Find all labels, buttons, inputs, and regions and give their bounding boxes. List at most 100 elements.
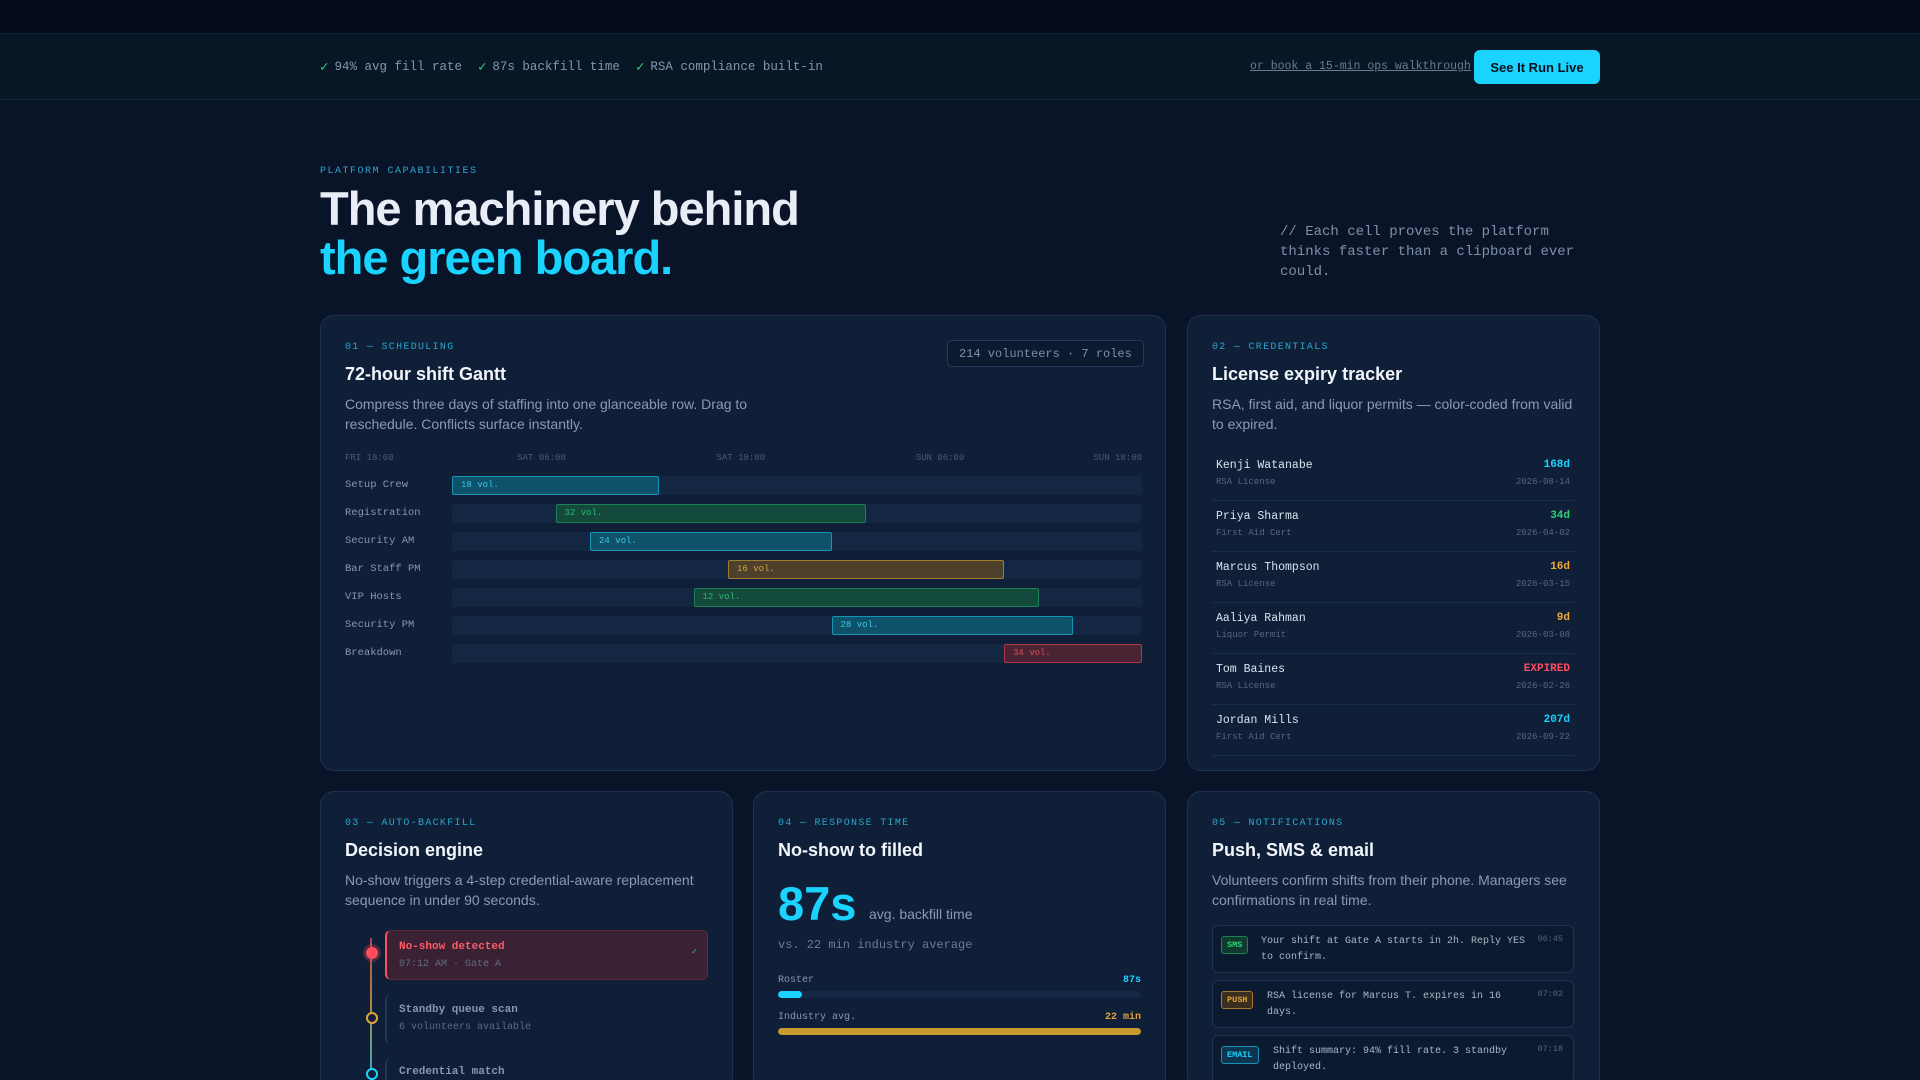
gantt-tick-label: SAT 18:00 bbox=[716, 453, 766, 463]
response-time-card: 04 — RESPONSE TIME No-show to filled 87s… bbox=[753, 791, 1166, 1080]
expiry-date: 2026-04-02 bbox=[1515, 528, 1570, 538]
gantt-role-label: Security AM bbox=[345, 535, 415, 547]
notification-item: EMAIL Shift summary: 94% fill rate. 3 st… bbox=[1212, 1035, 1574, 1080]
gantt-role-label: Bar Staff PM bbox=[345, 563, 421, 575]
comparison-bar-fill bbox=[778, 991, 802, 998]
sms-badge: SMS bbox=[1221, 936, 1249, 954]
gantt-shift-bar[interactable]: 28 vol. bbox=[831, 616, 1073, 635]
check-icon: ✓ bbox=[320, 59, 329, 76]
gantt-shift-bar[interactable]: 34 vol. bbox=[1004, 644, 1142, 663]
proof-point: ✓ 87s backfill time bbox=[477, 59, 620, 76]
bar-label: Industry avg. bbox=[778, 1012, 857, 1023]
proof-points: ✓ 94% avg fill rate ✓ 87s backfill time ✓ R… bbox=[320, 34, 823, 100]
gantt-track: 34 vol. bbox=[452, 644, 1142, 663]
check-icon: ✓ bbox=[477, 59, 487, 76]
license-row[interactable]: Tom Baines RSA License EXPIRED 2026-02-26 bbox=[1212, 654, 1574, 705]
gantt-time-axis: FRI 18:00 SAT 06:00 SAT 18:00 SUN 06:00 SUN … bbox=[345, 453, 1142, 465]
card-title: License expiry tracker bbox=[1212, 364, 1403, 384]
card-title: No-show to filled bbox=[778, 840, 923, 860]
proof-point: ✓ RSA compliance built-in bbox=[635, 59, 823, 76]
gantt-row: Setup Crew 18 vol. bbox=[345, 476, 1142, 495]
gantt-shift-bar[interactable]: 32 vol. bbox=[555, 504, 866, 523]
pending-dot-icon bbox=[366, 1012, 378, 1024]
license-holder-name: Marcus Thompson bbox=[1216, 561, 1320, 574]
license-type: RSA License bbox=[1216, 477, 1276, 487]
gantt-tick-label: SUN 18:00 bbox=[1093, 453, 1142, 463]
book-walkthrough-link[interactable]: or book a 15-min ops walkthrough bbox=[1250, 60, 1471, 73]
headline-line-2: the green board. bbox=[320, 231, 673, 284]
header-note: // Each cell proves the platform thinks … bbox=[1280, 224, 1575, 280]
gantt-shift-bar[interactable]: 24 vol. bbox=[590, 532, 832, 551]
card-eyebrow: 01 — SCHEDULING bbox=[345, 342, 455, 353]
gantt-shift-bar[interactable]: 16 vol. bbox=[728, 560, 1004, 579]
card-eyebrow: 04 — RESPONSE TIME bbox=[778, 818, 910, 829]
license-row[interactable]: Kenji Watanabe RSA License 168d 2026-08-14 bbox=[1212, 450, 1574, 501]
license-type: RSA License bbox=[1216, 579, 1276, 589]
timeline-connector bbox=[370, 938, 372, 1080]
card-description: No-show triggers a 4-step credential-awa… bbox=[345, 872, 694, 908]
notification-text: Shift summary: 94% fill rate. 3 standby … bbox=[1273, 1046, 1508, 1073]
volunteer-count-pill: 214 volunteers · 7 roles bbox=[947, 340, 1144, 367]
days-remaining-badge: 168d bbox=[1543, 459, 1570, 471]
gantt-role-label: Setup Crew bbox=[345, 479, 409, 491]
headline-line-1: The machinery behind bbox=[320, 182, 800, 235]
gantt-row: Security PM 28 vol. bbox=[345, 616, 1142, 635]
gantt-shift-bar[interactable]: 12 vol. bbox=[693, 588, 1039, 607]
notification-time: 07:02 bbox=[1537, 989, 1563, 999]
gantt-tick-label: SUN 06:00 bbox=[915, 453, 965, 463]
alert-dot-icon bbox=[366, 947, 378, 959]
days-remaining-badge: 9d bbox=[1556, 612, 1570, 624]
gantt-role-label: Breakdown bbox=[345, 647, 402, 659]
notification-item: SMS Your shift at Gate A starts in 2h. R… bbox=[1212, 925, 1574, 973]
gantt-track: 24 vol. bbox=[452, 532, 1142, 551]
license-holder-name: Jordan Mills bbox=[1216, 714, 1299, 727]
bar-label: Roster bbox=[778, 975, 815, 986]
email-badge: EMAIL bbox=[1221, 1046, 1259, 1064]
license-row[interactable]: Marcus Thompson RSA License 16d 2026-03-15 bbox=[1212, 552, 1574, 603]
days-remaining-badge: 16d bbox=[1550, 561, 1570, 573]
card-description: Compress three days of staffing into one… bbox=[345, 396, 748, 432]
section-eyebrow: PLATFORM CAPABILITIES bbox=[320, 166, 478, 177]
expiry-date: 2026-09-22 bbox=[1515, 732, 1570, 742]
see-it-run-live-button[interactable]: See It Run Live bbox=[1474, 50, 1600, 84]
credentials-card: 02 — CREDENTIALS License expiry tracker … bbox=[1187, 315, 1600, 771]
page-title: The machinery behind the green board. bbox=[320, 182, 800, 284]
timeline-step: Credential match bbox=[366, 1058, 708, 1080]
gantt-track: 18 vol. bbox=[452, 476, 1142, 495]
license-holder-name: Aaliya Rahman bbox=[1216, 612, 1306, 625]
license-row[interactable]: Priya Sharma First Aid Cert 34d 2026-04-02 bbox=[1212, 501, 1574, 552]
bar-value: 22 min bbox=[1104, 1012, 1141, 1023]
card-eyebrow: 05 — NOTIFICATIONS bbox=[1212, 818, 1344, 829]
notifications-card: 05 — NOTIFICATIONS Push, SMS & email Vol… bbox=[1187, 791, 1600, 1080]
card-description: Volunteers confirm shifts from their pho… bbox=[1212, 872, 1567, 908]
gantt-track: 16 vol. bbox=[452, 560, 1142, 579]
backfill-time-unit: avg. backfill time bbox=[869, 906, 973, 922]
expiry-date: 2026-02-26 bbox=[1515, 681, 1570, 691]
notification-time: 07:18 bbox=[1537, 1044, 1563, 1054]
expiry-date: 2026-03-08 bbox=[1515, 630, 1570, 640]
gantt-shift-bar[interactable]: 18 vol. bbox=[452, 476, 659, 495]
license-holder-name: Kenji Watanabe bbox=[1216, 459, 1313, 472]
gantt-track: 12 vol. bbox=[452, 588, 1142, 607]
cta-bar: ✓ 94% avg fill rate ✓ 87s backfill time ✓ R… bbox=[0, 34, 1920, 100]
license-row[interactable]: Aaliya Rahman Liquor Permit 9d 2026-03-08 bbox=[1212, 603, 1574, 654]
card-title: 72-hour shift Gantt bbox=[345, 364, 506, 384]
license-type: First Aid Cert bbox=[1216, 732, 1292, 742]
license-holder-name: Tom Baines bbox=[1216, 663, 1286, 676]
gantt-role-label: Security PM bbox=[345, 619, 415, 631]
timeline-step: No-show detected 07:12 AM · Gate A ✓ bbox=[366, 930, 708, 980]
card-title: Decision engine bbox=[345, 840, 484, 860]
card-description: RSA, first aid, and liquor permits — col… bbox=[1212, 396, 1573, 432]
gantt-tick-label: SAT 06:00 bbox=[517, 453, 566, 463]
timeline-step: Standby queue scan 6 volunteers availabl… bbox=[366, 994, 708, 1044]
gantt-row: VIP Hosts 12 vol. bbox=[345, 588, 1142, 607]
card-title: Push, SMS & email bbox=[1212, 840, 1375, 860]
gantt-row: Bar Staff PM 16 vol. bbox=[345, 560, 1142, 579]
gantt-tick-label: FRI 18:00 bbox=[345, 453, 394, 463]
gantt-row: Registration 32 vol. bbox=[345, 504, 1142, 523]
backfill-card: 03 — AUTO-BACKFILL Decision engine No-sh… bbox=[320, 791, 733, 1080]
license-row[interactable]: Jordan Mills First Aid Cert 207d 2026-09-22 bbox=[1212, 705, 1574, 756]
comparison-bar-fill bbox=[778, 1028, 1141, 1035]
bar-value: 87s bbox=[1122, 975, 1141, 986]
comparison-bar bbox=[778, 991, 1141, 998]
